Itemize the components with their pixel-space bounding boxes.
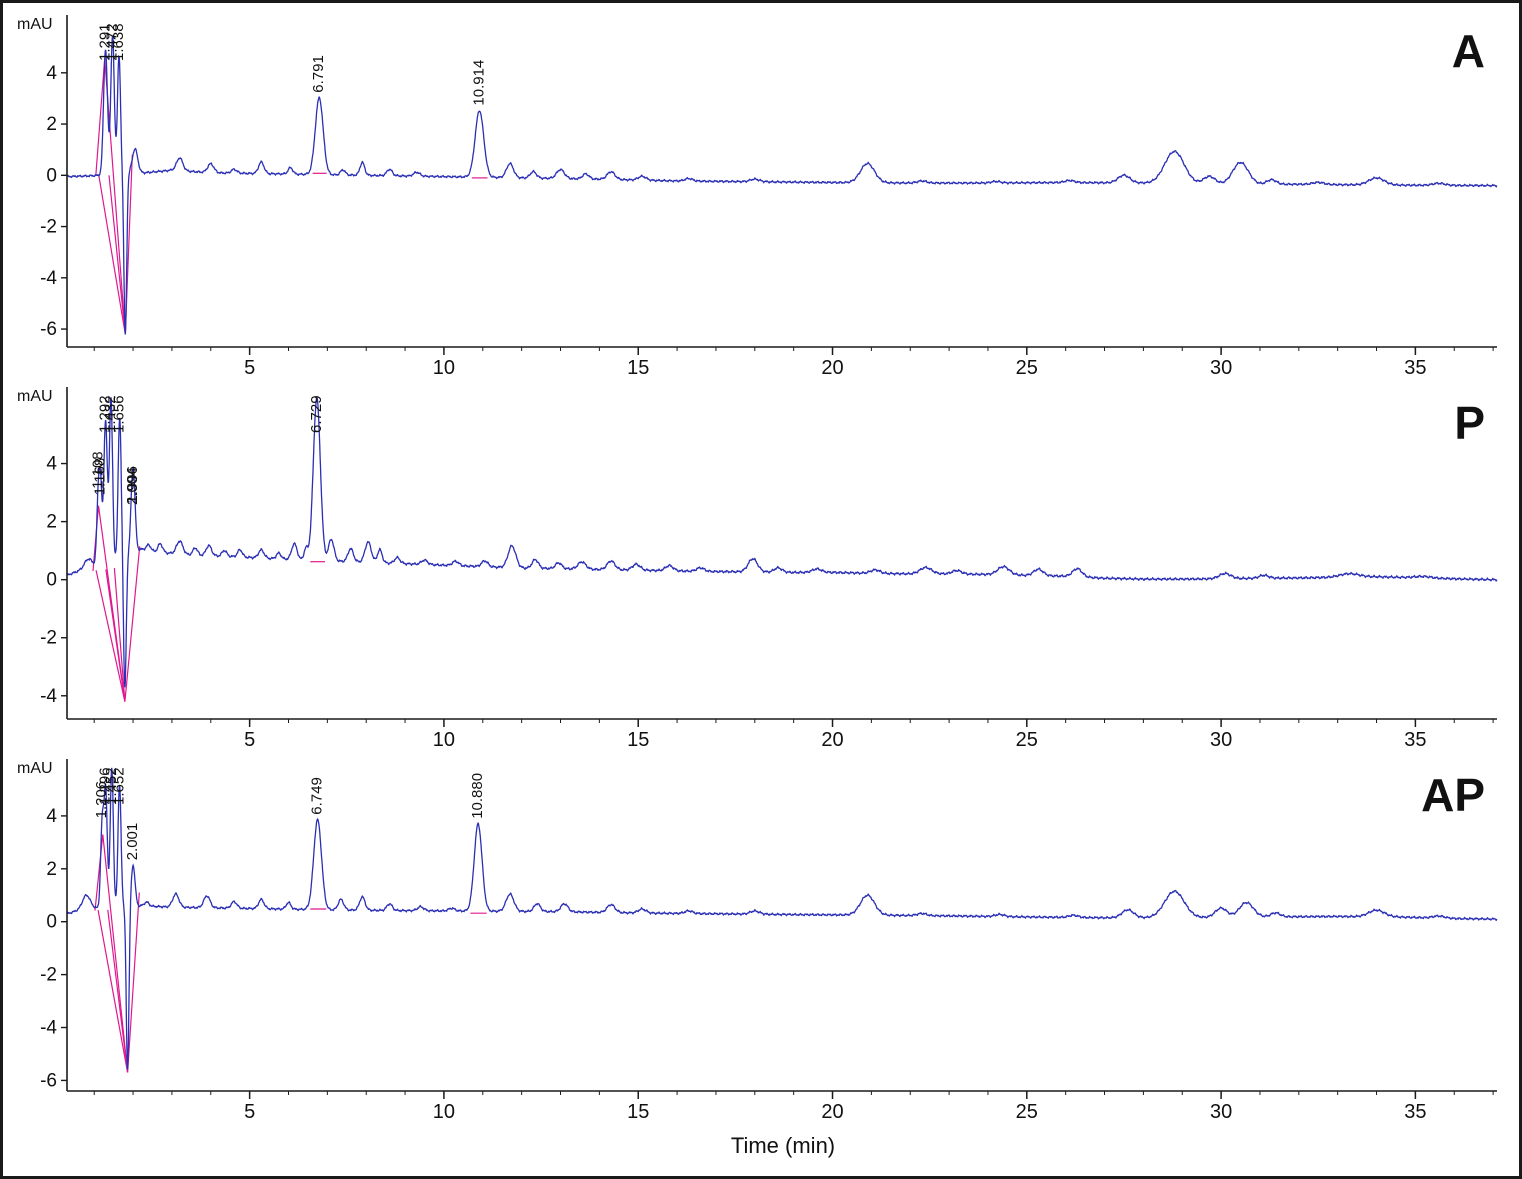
x-axis-title: Time (min) <box>730 1133 836 1158</box>
integration-baseline <box>95 570 126 702</box>
peak-label: 1.292 <box>97 395 114 433</box>
peak-label: 1.291 <box>97 23 114 61</box>
integration-baseline <box>108 175 126 335</box>
y-axis-unit-label: mAU <box>17 760 53 777</box>
y-tick-label: -2 <box>40 217 57 238</box>
panel-A: 4 2 0 -2 -4 -6 5 10 15 20 25 30 35 mAU 1.291 1.472 1.638… <box>11 9 1511 381</box>
y-tick-label: -4 <box>40 268 57 289</box>
x-tick-label: 15 <box>627 357 649 379</box>
y-axis-unit-label: mAU <box>17 16 53 33</box>
x-tick-label: 10 <box>433 1101 455 1123</box>
peak-label: 1.996 <box>124 466 141 504</box>
peak-label: 2.004 <box>124 467 141 505</box>
chromatogram-trace <box>66 767 1498 1070</box>
chromatogram-trace <box>66 35 1498 335</box>
x-tick-label: 25 <box>1016 1101 1038 1123</box>
x-tick-label: 5 <box>244 729 255 751</box>
x-tick-label: 30 <box>1210 1101 1232 1123</box>
y-tick-label: 4 <box>46 63 57 84</box>
peak-label: 1.638 <box>110 23 127 61</box>
x-tick-label: 25 <box>1016 729 1038 751</box>
peak-label: 10.914 <box>470 60 487 106</box>
panel-P: 4 2 0 -2 -4 5 10 15 20 25 30 35 mAU 1.108 1.168 1.292 1.… <box>11 381 1511 753</box>
x-tick-label: 25 <box>1016 357 1038 379</box>
y-tick-label: -2 <box>40 628 57 649</box>
peak-label: 1.206 <box>93 781 110 819</box>
peak-label: 1.108 <box>89 451 106 489</box>
peak-label: 10.880 <box>469 773 486 819</box>
x-tick-label: 30 <box>1210 357 1232 379</box>
panel-AP: 4 2 0 -2 -4 -6 5 10 15 20 25 30 35 mAU 1.206 1.296 1.452… <box>11 753 1511 1125</box>
y-axis-unit-label: mAU <box>17 388 53 405</box>
x-tick-label: 35 <box>1404 357 1426 379</box>
y-tick-label: -2 <box>40 965 57 986</box>
peak-label: 1.168 <box>92 458 109 496</box>
panel-letter: AP <box>1421 769 1485 821</box>
peak-label: 1.432 <box>102 395 119 433</box>
chromatogram-trace <box>66 395 1498 688</box>
peak-label: 1.296 <box>97 767 114 805</box>
integration-baseline <box>105 569 126 702</box>
peak-label: 6.791 <box>310 55 327 93</box>
y-tick-label: -6 <box>40 1070 57 1091</box>
peak-label: 1.472 <box>104 23 121 61</box>
y-tick-label: 0 <box>46 165 57 186</box>
panel-AP-plot: 420-2-4-65 10 15 20 25 30 35mAU1.2061.2961.452… <box>17 759 1498 1123</box>
x-tick-label: 5 <box>244 1101 255 1123</box>
panel-P-plot: 420-2-45 10 15 20 25 30 35mAU1.1081.1681.2921.… <box>17 387 1498 751</box>
peak-label: 2.001 <box>124 823 141 861</box>
y-tick-label: 2 <box>46 859 57 880</box>
x-tick-label: 35 <box>1404 1101 1426 1123</box>
panel-letter: P <box>1454 397 1485 449</box>
y-tick-label: 4 <box>46 454 57 475</box>
integration-baseline <box>94 834 140 1073</box>
y-tick-label: -6 <box>40 319 57 340</box>
peak-label: 1.652 <box>111 767 128 805</box>
y-tick-label: 2 <box>46 114 57 135</box>
integration-baseline <box>97 909 129 1073</box>
x-tick-label: 10 <box>433 729 455 751</box>
y-tick-label: -4 <box>40 686 57 707</box>
x-tick-label: 15 <box>627 1101 649 1123</box>
x-tick-label: 20 <box>821 1101 843 1123</box>
integration-baseline <box>95 58 133 335</box>
x-tick-label: 15 <box>627 729 649 751</box>
peak-label: 1.452 <box>103 767 120 805</box>
integration-baseline <box>98 175 126 335</box>
peak-label: 6.749 <box>309 777 326 815</box>
x-tick-label: 30 <box>1210 729 1232 751</box>
panel-letter: A <box>1452 25 1485 77</box>
x-tick-label: 5 <box>244 357 255 379</box>
integration-baseline <box>113 568 126 702</box>
x-tick-label: 10 <box>433 357 455 379</box>
integration-baseline <box>107 909 129 1073</box>
x-tick-label: 20 <box>821 729 843 751</box>
x-tick-label: 20 <box>821 357 843 379</box>
y-tick-label: 0 <box>46 912 57 933</box>
y-tick-label: 2 <box>46 512 57 533</box>
y-tick-label: -4 <box>40 1018 57 1039</box>
x-tick-label: 35 <box>1404 729 1426 751</box>
y-tick-label: 4 <box>46 806 57 827</box>
peak-label: 6.729 <box>308 395 325 433</box>
peak-label: 1.656 <box>111 395 128 433</box>
y-tick-label: 0 <box>46 570 57 591</box>
